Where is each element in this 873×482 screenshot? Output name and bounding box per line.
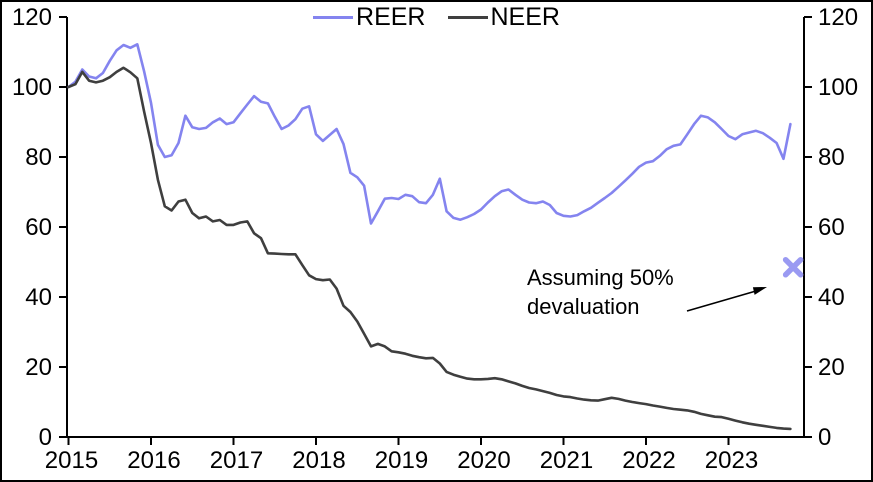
- neer-line: [67, 66, 792, 431]
- annotation-devaluation: Assuming 50% devaluation: [527, 263, 674, 321]
- y-tick-label-left: 120: [12, 4, 52, 31]
- y-tick-label-left: 20: [25, 354, 52, 381]
- x-tick-label: 2023: [705, 447, 758, 474]
- annotation-arrow-head: [752, 287, 767, 295]
- annotation-line-1: Assuming 50%: [527, 265, 674, 290]
- neer-line-swatch: [447, 16, 488, 19]
- devaluation-marker: [782, 257, 804, 278]
- y-tick-label-right: 100: [818, 74, 858, 101]
- x-tick-label: 2016: [127, 447, 180, 474]
- annotation-arrow-line: [686, 290, 757, 312]
- legend-label-neer: NEER: [490, 3, 560, 31]
- y-tick-label-right: 0: [818, 424, 831, 451]
- reer-line-swatch: [313, 16, 354, 19]
- y-tick-label-left: 60: [25, 214, 52, 241]
- y-tick-label-right: 20: [818, 354, 845, 381]
- y-tick-label-right: 40: [818, 284, 845, 311]
- x-tick-label: 2022: [622, 447, 675, 474]
- x-tick-label: 2020: [457, 447, 510, 474]
- y-tick-label-right: 120: [818, 4, 858, 31]
- y-tick-label-left: 0: [39, 424, 52, 451]
- legend-item-neer: NEER: [447, 3, 560, 31]
- legend-item-reer: REER: [313, 3, 426, 31]
- y-tick-label-left: 80: [25, 144, 52, 171]
- y-tick-label-right: 80: [818, 144, 845, 171]
- y-tick-label-left: 40: [25, 284, 52, 311]
- legend: REER NEER: [0, 5, 873, 30]
- x-tick-label: 2015: [45, 447, 98, 474]
- reer-line: [67, 42, 792, 225]
- annotation-line-2: devaluation: [527, 294, 640, 319]
- x-tick-label: 2018: [292, 447, 345, 474]
- y-tick-label-right: 60: [818, 214, 845, 241]
- legend-label-reer: REER: [356, 3, 426, 31]
- x-tick-label: 2019: [375, 447, 428, 474]
- x-tick-label: 2021: [540, 447, 593, 474]
- y-tick-label-left: 100: [12, 74, 52, 101]
- x-tick-label: 2017: [210, 447, 263, 474]
